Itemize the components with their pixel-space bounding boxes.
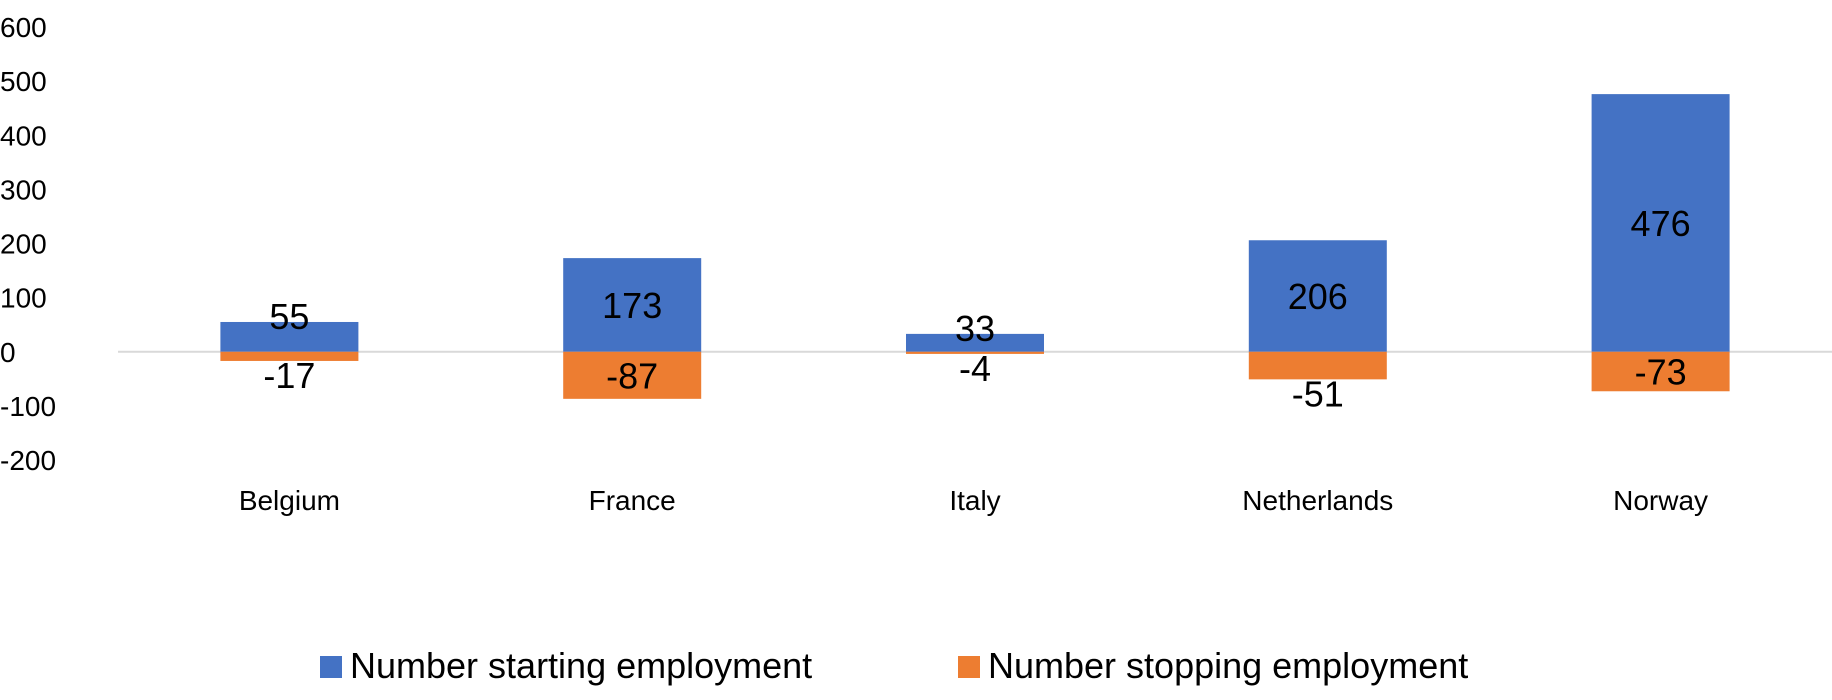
x-category-label: Norway	[1613, 485, 1708, 516]
y-tick-label: 100	[0, 283, 47, 314]
x-category-label: France	[589, 485, 676, 516]
data-label-stopping: -87	[606, 355, 658, 396]
x-category-label: Italy	[949, 485, 1000, 516]
y-tick-label: 500	[0, 66, 47, 97]
bar-starting	[220, 321, 359, 352]
y-tick-label: 600	[0, 12, 47, 43]
y-tick-label: 0	[0, 337, 16, 368]
legend-swatch-starting	[320, 656, 342, 678]
y-tick-label: 300	[0, 174, 47, 205]
y-tick-label: -200	[0, 445, 56, 476]
data-label-stopping: -73	[1635, 351, 1687, 392]
data-label-starting: 476	[1631, 203, 1691, 244]
data-labels-group: 55 173 33 206 476 -17 -87 -4 -51 -73	[263, 203, 1690, 414]
bar-stopping	[1591, 351, 1730, 392]
legend-label-stopping: Number stopping employment	[988, 645, 1468, 686]
bar-stopping	[563, 351, 702, 399]
data-label-stopping: -17	[263, 355, 315, 396]
data-label-stopping: -4	[959, 348, 991, 389]
x-axis: Belgium France Italy Netherlands Norway	[239, 485, 1708, 516]
legend-swatch-stopping	[958, 656, 980, 678]
y-tick-label: -100	[0, 391, 56, 422]
data-label-starting: 206	[1288, 276, 1348, 317]
bar-starting	[1248, 240, 1387, 352]
bar-starting	[1591, 94, 1730, 352]
bar-stopping	[220, 351, 359, 361]
legend: Number starting employment Number stoppi…	[320, 645, 1468, 686]
y-tick-label: 200	[0, 229, 47, 260]
y-tick-label: 400	[0, 120, 47, 151]
y-axis: 600 500 400 300 200 100 0 -100 -200	[0, 12, 56, 476]
bar-stopping	[906, 351, 1044, 354]
data-label-starting: 55	[269, 296, 309, 337]
bar-stopping	[1248, 351, 1387, 380]
bars-group	[220, 94, 1730, 399]
data-label-stopping: -51	[1292, 373, 1344, 414]
data-label-starting: 33	[955, 308, 995, 349]
bar-starting	[906, 333, 1044, 352]
x-category-label: Belgium	[239, 485, 340, 516]
data-label-starting: 173	[602, 285, 662, 326]
x-category-label: Netherlands	[1242, 485, 1393, 516]
bar-starting	[563, 258, 702, 352]
legend-label-starting: Number starting employment	[350, 645, 812, 686]
